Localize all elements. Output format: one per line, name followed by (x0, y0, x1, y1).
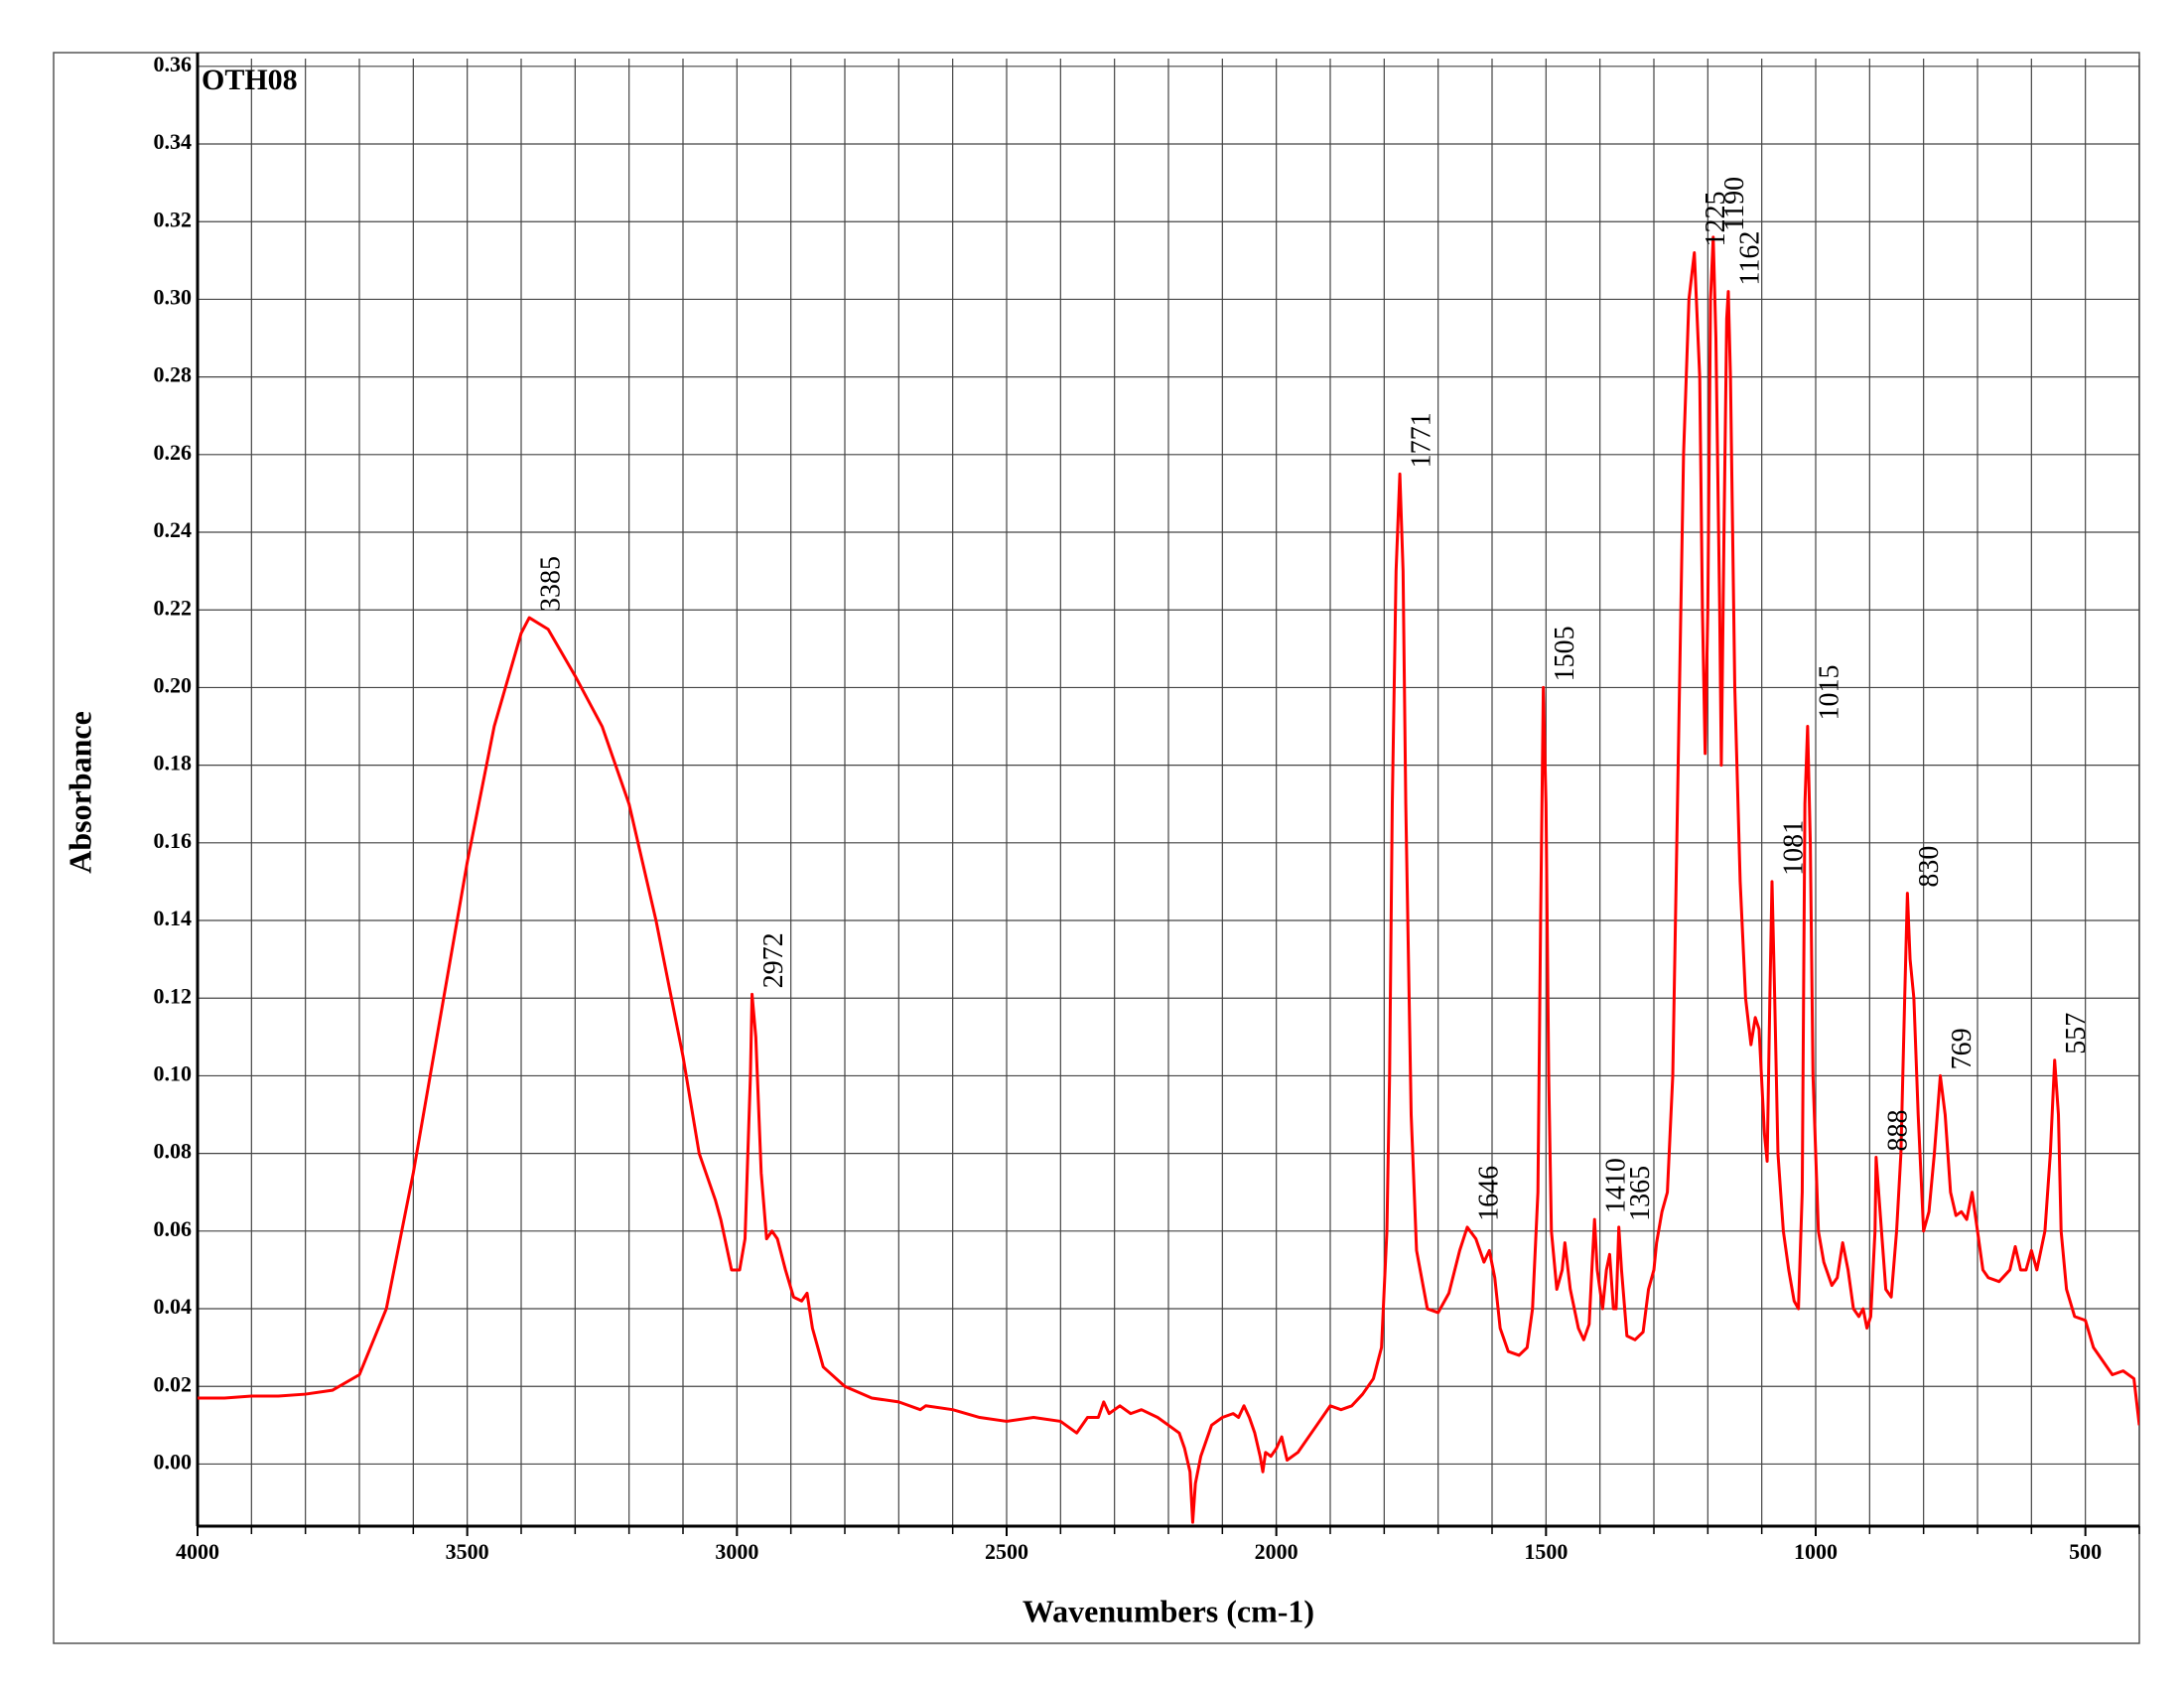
peak-label: 557 (2061, 1013, 2092, 1055)
legend-entry: OTH08 (202, 64, 298, 96)
x-tick-label: 2000 (1255, 1539, 1298, 1564)
frame (53, 52, 2140, 1644)
x-tick-label: 500 (2069, 1539, 2102, 1564)
y-tick-label: 0.02 (154, 1371, 193, 1396)
x-axis-label: Wavenumbers (cm-1) (1023, 1593, 1314, 1628)
x-tick-label: 1000 (1794, 1539, 1838, 1564)
peak-label: 1646 (1473, 1166, 1504, 1221)
y-tick-label: 0.18 (154, 751, 193, 775)
y-tick-label: 0.32 (154, 207, 193, 231)
x-tick-label: 2500 (985, 1539, 1028, 1564)
y-tick-label: 0.08 (154, 1139, 193, 1164)
peak-label: 1081 (1778, 820, 1809, 876)
y-tick-label: 0.22 (154, 595, 193, 620)
y-tick-label: 0.10 (154, 1060, 193, 1085)
y-tick-label: 0.28 (154, 362, 193, 387)
x-tick-label: 3000 (715, 1539, 758, 1564)
peak-label: 888 (1882, 1110, 1913, 1152)
y-axis-label: Absorbance (62, 711, 97, 874)
y-tick-label: 0.14 (154, 906, 193, 930)
y-tick-label: 0.06 (154, 1216, 193, 1241)
x-tick-label: 3500 (446, 1539, 489, 1564)
y-tick-label: 0.16 (154, 828, 193, 853)
peak-label: 1015 (1814, 665, 1844, 721)
peak-label: 1365 (1625, 1166, 1656, 1221)
y-tick-label: 0.36 (154, 52, 193, 76)
y-tick-label: 0.34 (154, 129, 193, 154)
peak-label: 1771 (1407, 412, 1437, 468)
peak-label: 830 (1914, 846, 1945, 888)
peak-label: 769 (1947, 1028, 1978, 1069)
spectrum-line (198, 235, 2139, 1524)
y-tick-label: 0.20 (154, 672, 193, 697)
y-tick-label: 0.12 (154, 983, 193, 1008)
peak-label: 1505 (1550, 626, 1580, 681)
y-tick-label: 0.00 (154, 1449, 193, 1474)
y-tick-label: 0.30 (154, 284, 193, 309)
y-tick-label: 0.04 (154, 1294, 193, 1319)
peak-label: 1190 (1719, 177, 1750, 231)
x-tick-label: 1500 (1524, 1539, 1568, 1564)
y-tick-label: 0.24 (154, 517, 193, 542)
x-tick-label: 4000 (176, 1539, 219, 1564)
peak-label: 3385 (536, 556, 567, 612)
y-tick-label: 0.26 (154, 440, 193, 465)
peak-label: 1225 (1701, 192, 1731, 247)
peak-label: 1410 (1601, 1158, 1632, 1213)
peak-label: 2972 (758, 932, 789, 988)
peak-label: 1162 (1734, 231, 1765, 286)
